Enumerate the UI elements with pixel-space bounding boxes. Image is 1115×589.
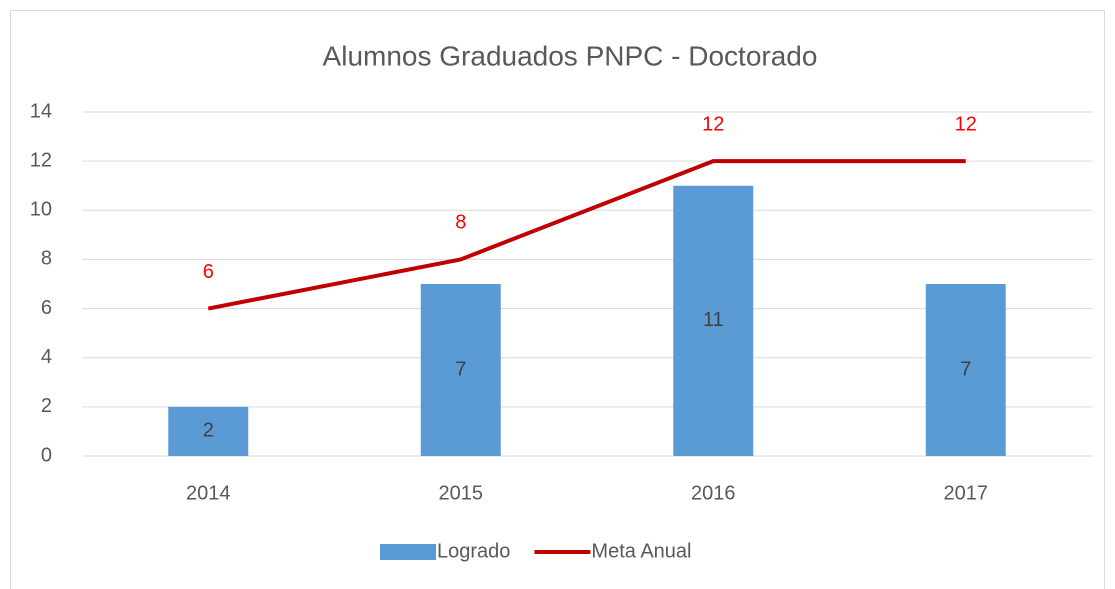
y-tick-label: 2: [41, 395, 52, 417]
y-tick-label: 6: [41, 297, 52, 319]
data-label: 6: [203, 261, 214, 283]
x-tick-label: 2014: [186, 482, 231, 504]
line: [207, 159, 966, 311]
data-label: 8: [455, 212, 466, 234]
y-tick-label: 8: [41, 248, 52, 270]
y-tick-label: 4: [41, 346, 52, 368]
data-label: 2: [203, 420, 214, 442]
y-tick-label: 12: [30, 149, 52, 171]
data-label: 11: [703, 309, 724, 331]
y-tick-label: 14: [30, 100, 52, 122]
legend-label: Logrado: [437, 540, 510, 562]
data-label: 12: [955, 113, 977, 135]
x-tick-label: 2015: [439, 482, 484, 504]
legend-label: Meta Anual: [591, 540, 691, 562]
chart-title: Alumnos Graduados PNPC - Doctorado: [323, 40, 818, 71]
bar: [673, 185, 754, 456]
bar: [168, 406, 249, 456]
legend-swatch: [380, 544, 436, 560]
bar: [925, 284, 1006, 456]
data-label: 7: [960, 358, 971, 380]
data-label: 7: [455, 358, 466, 380]
x-tick-label: 2017: [944, 482, 989, 504]
chart-frame: [10, 10, 1105, 589]
data-label: 12: [702, 113, 724, 135]
y-tick-label: 10: [30, 199, 52, 221]
bar: [420, 284, 501, 456]
y-tick-label: 0: [41, 444, 52, 466]
x-tick-label: 2016: [691, 482, 736, 504]
